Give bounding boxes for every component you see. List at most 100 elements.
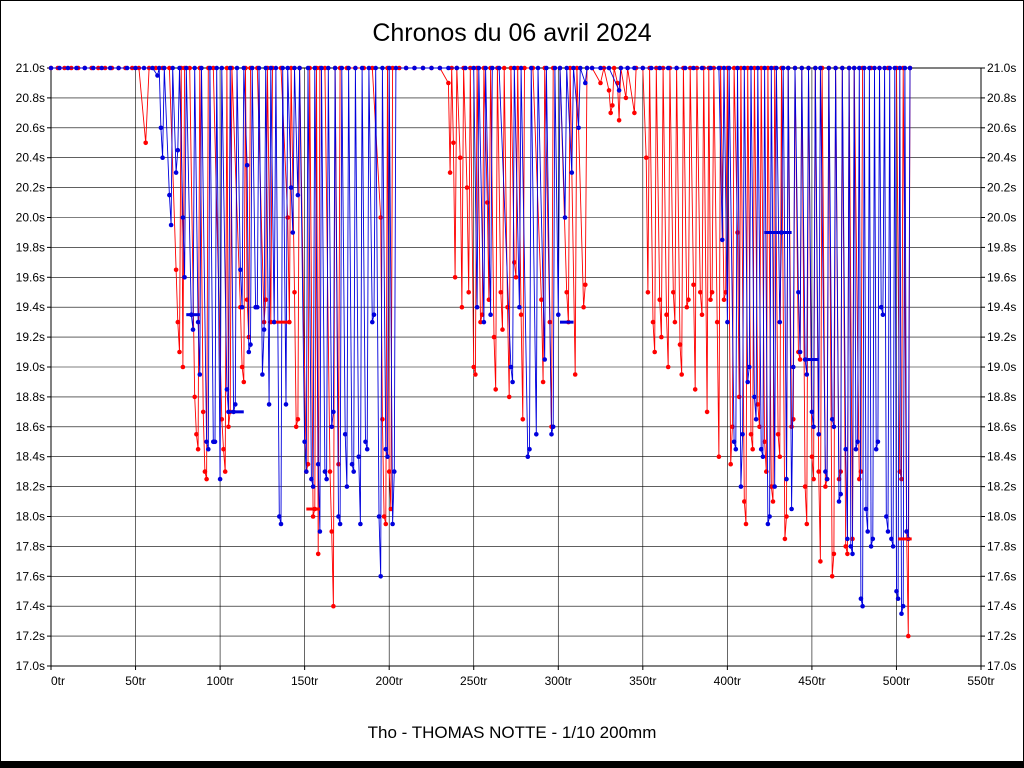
x-tick-label: 400tr [714, 674, 741, 688]
data-point-blue [65, 65, 71, 71]
data-point-red [652, 349, 657, 355]
data-point-red [809, 454, 815, 460]
data-point-blue [708, 65, 713, 71]
data-point-blue [762, 65, 767, 71]
data-point-red [520, 417, 526, 422]
data-point-red [457, 155, 463, 160]
data-point-red [704, 409, 710, 415]
data-point-blue [204, 439, 209, 445]
y-tick-label-right: 18.4s [987, 450, 1016, 464]
data-point-blue [873, 446, 879, 452]
data-point-blue [544, 65, 549, 71]
y-tick-label-right: 19.8s [987, 240, 1016, 254]
data-point-red [659, 334, 664, 340]
data-point-blue [249, 65, 255, 71]
data-point-red [750, 446, 755, 452]
y-tick-label-left: 21.0s [16, 61, 45, 75]
y-tick-label-right: 20.4s [987, 151, 1016, 165]
data-point-blue [271, 319, 277, 325]
x-tick-label: 150tr [291, 674, 318, 688]
data-point-blue [784, 476, 789, 482]
data-point-red [539, 297, 544, 303]
data-point-blue [818, 65, 823, 71]
data-point-red [572, 372, 578, 377]
data-point-blue [133, 65, 138, 71]
data-point-red [459, 304, 465, 310]
data-point-red [811, 476, 816, 482]
data-point-blue [324, 476, 329, 482]
data-point-red [804, 521, 810, 527]
data-point-blue [863, 506, 869, 512]
data-point-red [782, 536, 788, 542]
data-point-red [386, 469, 392, 474]
data-point-blue [454, 65, 460, 71]
data-point-red [797, 357, 803, 362]
y-tick-label-right: 18.8s [987, 390, 1016, 404]
data-point-blue [578, 65, 583, 71]
data-point-blue [476, 65, 482, 71]
data-point-red [540, 379, 546, 385]
data-point-blue [589, 65, 595, 71]
data-point-blue [160, 155, 165, 160]
data-point-blue [364, 446, 370, 452]
data-point-blue [57, 65, 62, 71]
data-point-red [728, 461, 733, 467]
data-point-blue [569, 170, 575, 175]
data-point-blue [897, 65, 903, 71]
data-point-blue [280, 65, 286, 71]
data-point-blue [765, 521, 771, 527]
data-point-blue [342, 432, 348, 437]
x-tick-label: 450tr [798, 674, 825, 688]
y-tick-label-left: 19.4s [16, 300, 45, 314]
data-point-red [513, 275, 519, 280]
data-point-blue [699, 65, 705, 71]
data-point-red [598, 80, 603, 86]
data-point-blue [868, 544, 874, 549]
data-point-blue [437, 65, 443, 71]
data-point-red [194, 432, 199, 437]
y-tick-label-right: 20.0s [987, 211, 1016, 225]
data-point-blue [887, 65, 892, 71]
data-point-red [471, 364, 477, 370]
data-point-blue [904, 529, 909, 534]
data-point-red [632, 110, 637, 116]
data-point-blue [370, 319, 375, 325]
data-point-blue [894, 589, 899, 594]
data-point-blue [393, 65, 399, 71]
data-point-red [709, 290, 715, 295]
data-point-red [293, 424, 299, 430]
data-point-blue [378, 574, 384, 579]
data-point-blue [882, 65, 887, 71]
data-point-red [322, 65, 328, 71]
data-point-red [485, 200, 490, 205]
data-point-blue [326, 65, 331, 71]
data-point-blue [206, 446, 211, 452]
data-point-blue [359, 65, 365, 71]
data-point-red [177, 349, 182, 355]
data-point-blue [875, 439, 881, 445]
data-point-blue [535, 65, 541, 71]
data-point-blue [363, 439, 368, 445]
data-point-blue [742, 65, 747, 71]
data-point-blue [182, 275, 187, 280]
data-point-blue [373, 65, 379, 71]
data-point-blue [799, 65, 805, 71]
data-point-blue [855, 439, 860, 445]
data-point-red [829, 574, 835, 579]
data-point-blue [241, 65, 247, 71]
data-point-blue [753, 417, 759, 422]
data-point-blue [48, 65, 54, 71]
data-point-blue [173, 170, 179, 175]
data-point-red [204, 476, 209, 482]
data-point-blue [141, 65, 147, 71]
y-tick-label-right: 18.2s [987, 480, 1016, 494]
data-point-blue [339, 65, 345, 71]
data-point-blue [192, 65, 197, 71]
x-tick-label: 300tr [545, 674, 572, 688]
y-tick-label-left: 18.2s [16, 480, 45, 494]
data-point-red [608, 110, 613, 116]
data-point-blue [583, 80, 588, 86]
y-tick-label-left: 17.4s [16, 599, 45, 613]
data-point-blue [386, 65, 392, 71]
